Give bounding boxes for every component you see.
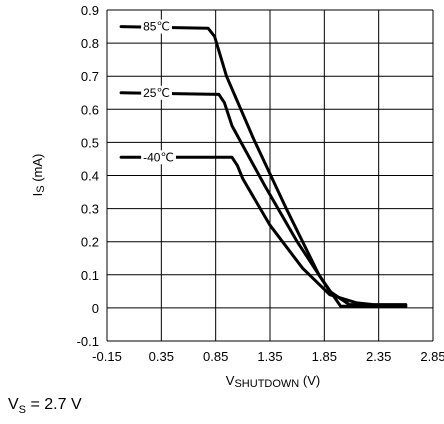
x-tick-label: 0.85 — [203, 349, 228, 364]
y-tick-label: 0 — [92, 301, 99, 316]
series-line — [119, 25, 408, 308]
y-tick-label: 0.4 — [81, 169, 99, 184]
series-label-background — [141, 85, 172, 100]
series-labels: 85℃ 25℃ -40℃ — [141, 19, 176, 165]
series-line — [119, 91, 408, 308]
y-axis-title: IS (mA) — [30, 154, 47, 197]
y-tick-label: 0.9 — [81, 3, 99, 18]
y-tick-label: -0.1 — [77, 334, 99, 349]
y-tick-label: 0.8 — [81, 36, 99, 51]
series-label: 85℃ — [143, 20, 170, 34]
series-line — [119, 155, 408, 307]
y-tick-label: 0.1 — [81, 268, 99, 283]
series-label-background — [141, 150, 176, 165]
chart-svg: -0.15 0.35 0.85 1.35 1.85 2.35 2.85 -0.1 0 0.1 0.… — [30, 3, 444, 390]
y-tick-labels: -0.1 0 0.1 0.2 0.3 0.4 0.5 0.6 0.7 0.8 0.9 — [77, 3, 99, 349]
y-tick-label: 0.7 — [81, 69, 99, 84]
supply-voltage-caption: VS = 2.7 V — [8, 396, 82, 417]
series-label-background — [141, 19, 172, 34]
x-tick-label: 1.35 — [257, 349, 282, 364]
series-label: 25℃ — [143, 86, 170, 100]
y-tick-label: 0.2 — [81, 235, 99, 250]
series-curves — [119, 25, 408, 308]
y-tick-label: 0.6 — [81, 102, 99, 117]
x-tick-label: -0.15 — [92, 349, 122, 364]
x-axis-title: VSHUTDOWN (V) — [226, 373, 320, 390]
x-tick-label: 1.85 — [312, 349, 337, 364]
y-tick-label: 0.5 — [81, 135, 99, 150]
x-tick-label: 0.35 — [149, 349, 174, 364]
series-label: -40℃ — [143, 150, 174, 164]
x-tick-labels: -0.15 0.35 0.85 1.35 1.85 2.35 2.85 — [92, 349, 444, 364]
x-tick-label: 2.35 — [366, 349, 391, 364]
x-tick-label: 2.85 — [420, 349, 444, 364]
y-tick-label: 0.3 — [81, 202, 99, 217]
